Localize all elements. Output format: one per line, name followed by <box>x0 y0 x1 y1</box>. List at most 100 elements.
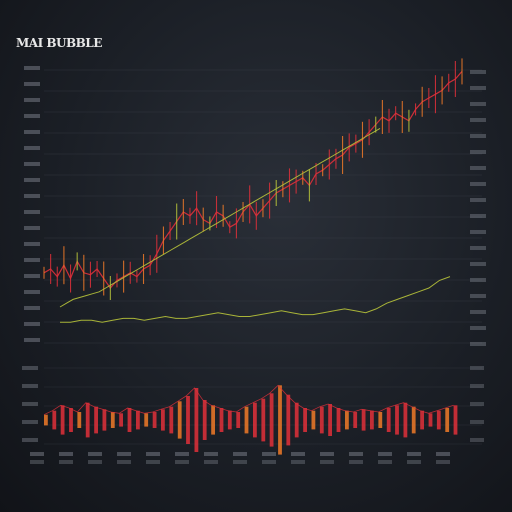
x-tick-mark <box>204 460 218 464</box>
volume-bar <box>428 413 433 427</box>
volume-bar <box>152 412 157 428</box>
volume-bar <box>219 408 224 432</box>
volume-bar <box>403 402 408 438</box>
grid-lines <box>44 69 482 445</box>
x-tick-mark <box>146 452 160 456</box>
x-tick-mark <box>378 460 392 464</box>
y-tick-mark <box>24 98 40 102</box>
volume-bar <box>353 412 358 428</box>
x-tick-mark <box>233 460 247 464</box>
volume-bar <box>269 393 274 447</box>
x-tick-mark <box>320 452 334 456</box>
chart-title: MAI BUBBLE <box>16 36 102 50</box>
y-tick-mark <box>470 294 486 298</box>
volume-bar <box>227 410 232 430</box>
y-tick-mark <box>470 326 486 330</box>
volume-bar <box>169 406 174 434</box>
x-tick-mark <box>117 452 131 456</box>
x-tick-mark <box>407 460 421 464</box>
y-tick-mark <box>470 134 486 138</box>
y-tick-mark <box>470 342 486 346</box>
y-tick-mark <box>470 262 486 266</box>
y-tick-mark <box>22 402 38 406</box>
volume-outline <box>43 384 454 416</box>
y-tick-mark <box>24 82 40 86</box>
y-tick-mark <box>22 438 38 442</box>
y-tick-mark <box>24 290 40 294</box>
y-tick-mark <box>24 130 40 134</box>
y-tick-mark <box>470 166 486 170</box>
volume-bar <box>436 410 441 430</box>
y-tick-mark <box>24 338 40 342</box>
volume-bar <box>336 408 341 432</box>
x-tick-mark <box>146 460 160 464</box>
y-tick-mark <box>24 226 40 230</box>
volume-bar <box>303 408 307 432</box>
y-tick-mark <box>24 146 40 150</box>
volume-bar <box>361 409 366 431</box>
y-tick-mark <box>470 230 486 234</box>
y-tick-mark <box>24 114 40 118</box>
volume-bar <box>345 410 349 430</box>
volume-bar <box>161 409 165 431</box>
volume-bar <box>144 413 149 427</box>
volume-bar <box>186 396 190 444</box>
volume-bar <box>319 406 324 434</box>
y-tick-mark <box>24 306 40 310</box>
price-series-line <box>43 71 463 289</box>
volume-bar <box>328 404 332 436</box>
volume-bar <box>386 408 391 432</box>
y-tick-mark <box>470 278 486 282</box>
y-tick-mark <box>470 86 486 90</box>
volume-bar <box>278 385 282 455</box>
y-tick-mark <box>470 150 486 154</box>
volume-bar <box>85 402 90 438</box>
volume-bar <box>420 410 424 430</box>
volume-bar <box>177 401 182 439</box>
y-tick-mark <box>24 162 40 166</box>
x-tick-mark <box>349 452 363 456</box>
y-tick-mark <box>24 66 40 70</box>
x-tick-mark <box>88 460 102 464</box>
x-tick-mark <box>349 460 363 464</box>
y-tick-mark <box>470 310 486 314</box>
volume-bar <box>119 413 123 427</box>
volume-bar <box>136 410 140 430</box>
y-tick-mark <box>22 420 38 424</box>
volume-bar <box>236 412 241 428</box>
y-tick-mark <box>470 366 484 370</box>
y-tick-mark <box>24 210 40 214</box>
volume-bar <box>244 406 249 434</box>
y-tick-mark <box>22 366 38 370</box>
price-panel <box>43 58 463 323</box>
volume-bar <box>102 409 107 431</box>
x-tick-mark <box>407 452 421 456</box>
volume-bar <box>60 405 65 435</box>
volume-bar <box>411 406 416 434</box>
volume-panel <box>43 384 458 455</box>
volume-bar <box>194 388 199 452</box>
x-tick-mark <box>204 452 218 456</box>
volume-bar <box>453 405 458 435</box>
y-tick-mark <box>24 274 40 278</box>
y-tick-mark <box>470 118 486 122</box>
y-tick-mark <box>470 198 486 202</box>
y-tick-mark <box>24 242 40 246</box>
x-tick-mark <box>59 460 73 464</box>
x-tick-mark <box>59 452 73 456</box>
price-series-line <box>60 276 451 323</box>
x-tick-mark <box>262 452 276 456</box>
volume-bar <box>370 410 374 430</box>
y-tick-mark <box>24 258 40 262</box>
y-tick-mark <box>24 322 40 326</box>
y-tick-mark <box>22 384 38 388</box>
y-tick-mark <box>470 214 486 218</box>
x-tick-mark <box>233 452 247 456</box>
volume-bar <box>52 410 57 430</box>
volume-bar <box>395 405 399 435</box>
x-tick-mark <box>262 460 276 464</box>
x-tick-mark <box>175 452 189 456</box>
x-tick-mark <box>291 460 305 464</box>
axis-tick-marks <box>22 66 486 464</box>
